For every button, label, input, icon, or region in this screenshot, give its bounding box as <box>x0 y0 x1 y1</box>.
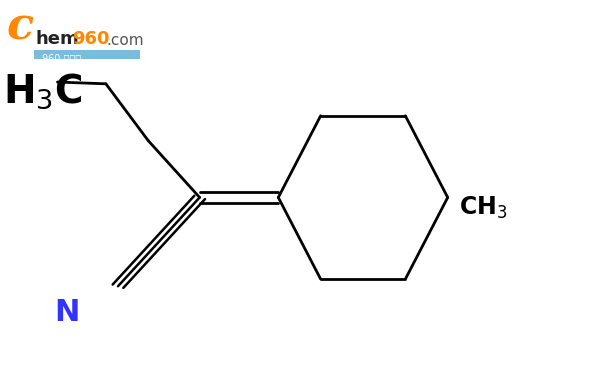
Text: 960: 960 <box>73 30 110 48</box>
Text: H$_3$C: H$_3$C <box>3 71 82 111</box>
Text: CH$_3$: CH$_3$ <box>459 195 507 221</box>
Text: 960 化工网: 960 化工网 <box>42 53 82 63</box>
Text: N: N <box>54 298 79 327</box>
Text: hem: hem <box>35 30 79 48</box>
Bar <box>34 50 140 59</box>
Text: .com: .com <box>106 33 143 48</box>
Text: c: c <box>6 5 33 48</box>
